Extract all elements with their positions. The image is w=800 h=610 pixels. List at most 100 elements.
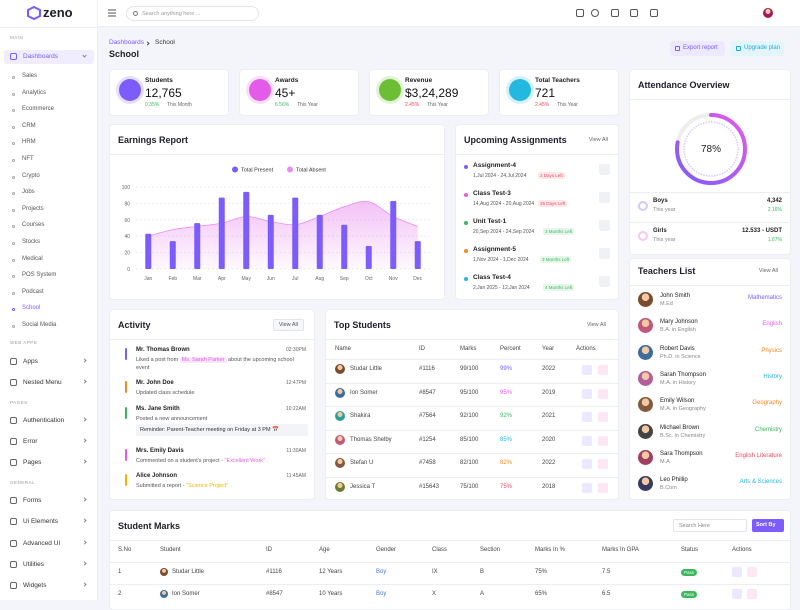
- nav-icon: [10, 540, 17, 547]
- header-icon[interactable]: [630, 9, 638, 17]
- delete-button[interactable]: [598, 365, 608, 375]
- delete-button[interactable]: [598, 482, 608, 493]
- arrow-button[interactable]: [599, 248, 610, 259]
- nav-subitem[interactable]: CRM: [8, 122, 94, 132]
- nav-subitem[interactable]: Courses: [8, 221, 94, 231]
- nav-subitem[interactable]: Stocks: [8, 238, 94, 248]
- avatar: [638, 344, 653, 360]
- nav-subitem[interactable]: Medical: [8, 255, 94, 265]
- cell: 2019: [542, 389, 556, 396]
- edit-button[interactable]: [582, 482, 592, 493]
- table-header: Student: [160, 547, 181, 553]
- divider: [326, 453, 618, 454]
- stat-card: Students 12,765 0.35% This Month: [109, 69, 229, 116]
- nav-subitem[interactable]: Crypto: [8, 172, 94, 182]
- table-header: Year: [542, 346, 555, 352]
- nav-item[interactable]: Authentication: [4, 414, 94, 428]
- x-tick-label: Apr: [218, 276, 226, 282]
- stat-period: This Year: [557, 102, 578, 108]
- arrow-button[interactable]: [599, 276, 610, 287]
- nav-item[interactable]: Widgets: [4, 579, 94, 593]
- nav-subitem[interactable]: Ecommerce: [8, 105, 94, 115]
- section-title: MAIN: [10, 35, 24, 40]
- nav-subitem[interactable]: Social Media: [8, 321, 94, 331]
- search-input[interactable]: Search Here: [673, 519, 747, 532]
- view-all[interactable]: View All: [272, 319, 304, 331]
- cell: 85/100: [460, 436, 479, 443]
- assignment-name: Assignment-4: [473, 162, 516, 169]
- nav-item[interactable]: Advanced UI: [4, 537, 94, 551]
- nav-subitem[interactable]: Analytics: [8, 89, 94, 99]
- divider: [630, 192, 790, 193]
- nav-label: Nested Menu: [23, 379, 62, 386]
- cell: #1116: [419, 366, 435, 372]
- header-icon[interactable]: [650, 9, 658, 17]
- divider: [326, 339, 618, 340]
- breadcrumb-link[interactable]: Dashboards: [109, 39, 145, 46]
- view-button[interactable]: [732, 567, 742, 577]
- view-all[interactable]: View All: [758, 268, 778, 274]
- activity-note: Reminder: Parent-Teacher meeting on Frid…: [136, 424, 308, 436]
- view-all[interactable]: View All: [586, 322, 606, 328]
- nav-item[interactable]: Dashboards: [4, 50, 94, 64]
- nav-item[interactable]: Utilities: [4, 558, 94, 572]
- activity-text: about the upcoming school event: [136, 357, 294, 371]
- nav-item[interactable]: Nested Menu: [4, 376, 94, 390]
- search-box[interactable]: Search anything here ...: [126, 6, 259, 21]
- nav-item[interactable]: Ui Elements: [4, 515, 94, 529]
- nav-subitem[interactable]: HRM: [8, 138, 94, 148]
- nav-item[interactable]: Apps: [4, 355, 94, 369]
- activity-name: Ms. Jane Smith: [136, 406, 180, 412]
- header-icon[interactable]: [576, 9, 584, 17]
- stat-change: 2.45%: [405, 102, 420, 108]
- activity-time: 12:47PM: [285, 380, 306, 386]
- arrow-button[interactable]: [599, 220, 610, 231]
- cell: 2021: [542, 413, 556, 419]
- nav-subitem[interactable]: POS System: [8, 271, 94, 281]
- nav-subitem[interactable]: School: [8, 304, 94, 314]
- table-header: Status: [681, 547, 699, 553]
- edit-button[interactable]: [582, 435, 592, 446]
- nav-subitem[interactable]: Sales: [8, 72, 94, 82]
- avatar: [638, 449, 653, 465]
- view-button[interactable]: [732, 589, 742, 599]
- nav-item[interactable]: Pages: [4, 456, 94, 470]
- header-icon[interactable]: [611, 9, 619, 17]
- edit-button[interactable]: [747, 589, 757, 599]
- bullet: [12, 325, 15, 328]
- y-tick-label: 80: [124, 201, 130, 207]
- x-tick-label: Aug: [315, 276, 324, 282]
- view-all[interactable]: View All: [588, 137, 608, 143]
- edit-button[interactable]: [747, 567, 757, 577]
- table-header: Class: [432, 547, 448, 553]
- arrow-button[interactable]: [599, 164, 610, 175]
- action-button[interactable]: Upgrade plan: [731, 41, 784, 56]
- student-name: Studar Little: [350, 366, 383, 372]
- nav-subitem[interactable]: Projects: [8, 205, 94, 215]
- edit-button[interactable]: [582, 412, 592, 422]
- assignment-name: Class Test-3: [473, 190, 511, 197]
- bar: [390, 200, 397, 269]
- delete-button[interactable]: [598, 388, 608, 399]
- cell: 75%: [535, 569, 548, 575]
- edit-button[interactable]: [582, 459, 592, 469]
- nav-item[interactable]: Forms: [4, 494, 94, 508]
- edit-button[interactable]: [582, 365, 592, 375]
- nav-sublabel: Medical: [22, 255, 43, 262]
- breadcrumb-sep: [145, 41, 150, 46]
- edit-button[interactable]: [582, 388, 592, 399]
- delete-button[interactable]: [598, 459, 608, 469]
- x-tick-label: Oct: [365, 276, 373, 282]
- delete-button[interactable]: [598, 435, 608, 446]
- activity-name: Mr. John Doe: [136, 380, 174, 386]
- delete-button[interactable]: [598, 412, 608, 422]
- nav-subitem[interactable]: NFT: [8, 155, 94, 165]
- header-icon[interactable]: [591, 9, 599, 17]
- bar: [316, 214, 323, 269]
- nav-item[interactable]: Error: [4, 435, 94, 449]
- action-button[interactable]: Export report: [670, 41, 725, 56]
- arrow-button[interactable]: [599, 192, 610, 203]
- nav-subitem[interactable]: Jobs: [8, 188, 94, 198]
- nav-subitem[interactable]: Podcast: [8, 288, 94, 298]
- sort-button[interactable]: Sort By: [752, 519, 784, 532]
